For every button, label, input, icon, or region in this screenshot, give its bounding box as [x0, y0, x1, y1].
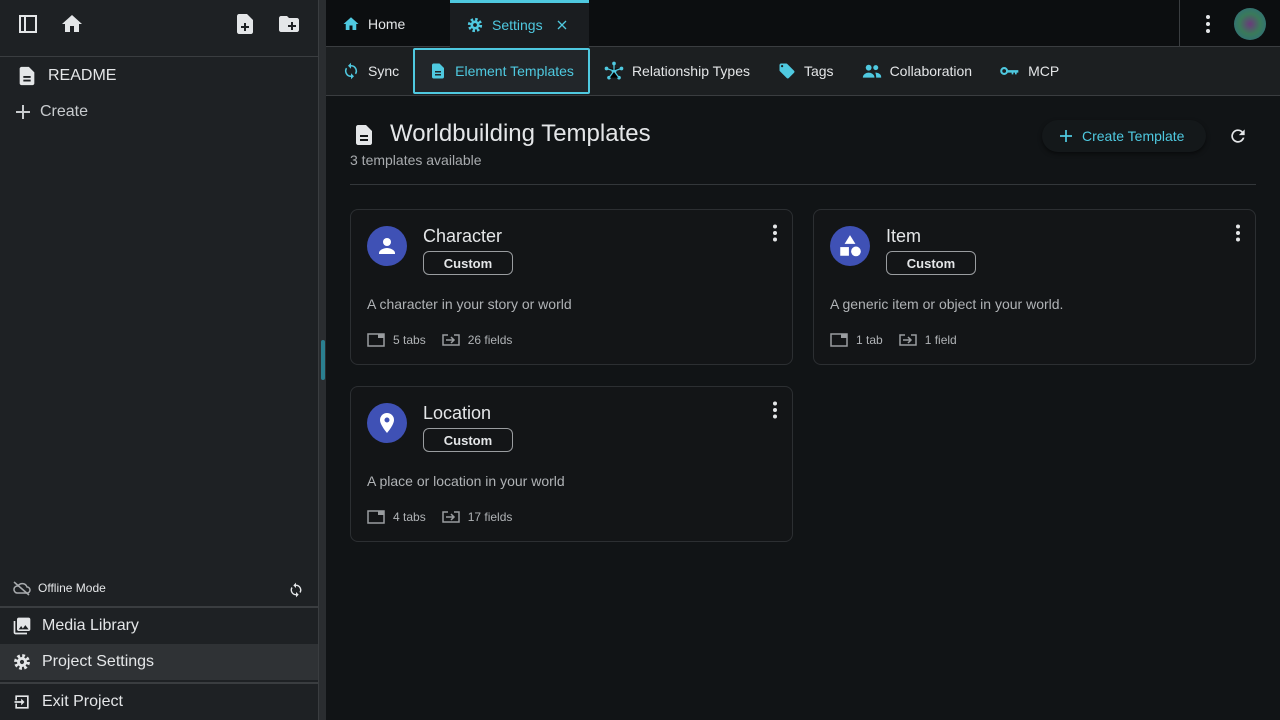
fields-count: 26 fields	[467, 333, 513, 347]
subtab-label: Sync	[368, 63, 400, 79]
subtab-sync[interactable]: Sync	[328, 48, 413, 94]
settings-subtabs: Sync Element Templates Relationship Type…	[326, 47, 1280, 96]
hub-icon	[604, 61, 624, 80]
person-icon	[379, 238, 395, 254]
tab-home[interactable]: Home	[326, 0, 450, 47]
more-vert-icon[interactable]	[1204, 14, 1212, 34]
subtab-label: Tags	[803, 63, 834, 79]
sidebar-exit-project[interactable]: Exit Project	[0, 684, 318, 720]
create-label: Create	[40, 103, 89, 120]
template-card[interactable]: Character Custom A character in your sto…	[350, 209, 793, 365]
gear-icon	[14, 654, 30, 670]
sidebar-media-library[interactable]: Media Library	[0, 608, 318, 644]
tabs-count: 5 tabs	[393, 333, 426, 347]
tab-settings[interactable]: Settings	[450, 0, 589, 47]
subtab-element-templates[interactable]: Element Templates	[413, 48, 590, 94]
key-icon	[1000, 67, 1019, 75]
media-library-label: Media Library	[42, 617, 139, 634]
people-icon	[862, 64, 881, 78]
tag-icon	[779, 63, 795, 79]
subtab-label: Collaboration	[889, 63, 973, 79]
more-vert-icon[interactable]	[772, 401, 778, 419]
custom-chip: Custom	[423, 251, 513, 275]
subtab-label: MCP	[1028, 63, 1060, 79]
project-settings-label: Project Settings	[42, 653, 155, 670]
template-avatar	[830, 226, 870, 266]
new-folder-icon[interactable]	[277, 12, 301, 36]
subtab-mcp[interactable]: MCP	[986, 48, 1073, 94]
tab-icon	[830, 333, 848, 347]
sync-icon	[344, 62, 358, 80]
sidebar-toolbar	[0, 0, 318, 57]
refresh-icon[interactable]	[1228, 126, 1248, 146]
sidebar-project-settings[interactable]: Project Settings	[0, 644, 318, 680]
template-name: Item	[886, 226, 922, 246]
template-description: A generic item or object in your world.	[830, 296, 1064, 312]
custom-chip: Custom	[886, 251, 976, 275]
input-icon	[441, 511, 460, 523]
home-icon[interactable]	[60, 12, 84, 36]
divider	[350, 184, 1256, 185]
template-card[interactable]: Location Custom A place or location in y…	[350, 386, 793, 542]
exit-icon	[14, 695, 29, 709]
location-pin-icon	[380, 413, 394, 433]
cloud-off-icon	[13, 581, 31, 596]
sidebar-item-readme[interactable]: README	[0, 58, 318, 94]
more-vert-icon[interactable]	[1235, 224, 1241, 242]
offline-label: Offline Mode	[38, 581, 106, 595]
template-name: Character	[423, 226, 503, 246]
template-description: A place or location in your world	[367, 473, 565, 489]
input-icon	[441, 334, 460, 346]
tab-bar: Home Settings	[326, 0, 1280, 47]
page-title: Worldbuilding Templates	[390, 120, 651, 147]
tabs-count: 4 tabs	[393, 510, 426, 524]
document-icon	[19, 66, 35, 86]
sidebar: README Create Offline Mode Media Library…	[0, 0, 318, 720]
subtab-collaboration[interactable]: Collaboration	[848, 48, 987, 94]
home-icon	[343, 16, 359, 30]
template-avatar	[367, 403, 407, 443]
gear-icon	[467, 17, 483, 33]
subtab-label: Element Templates	[455, 63, 574, 79]
input-icon	[898, 334, 917, 346]
close-icon[interactable]	[557, 20, 567, 30]
subtab-tags[interactable]: Tags	[764, 48, 848, 94]
create-template-label: Create Template	[1082, 128, 1185, 144]
readme-label: README	[48, 67, 117, 84]
document-icon	[356, 125, 372, 145]
sidebar-create[interactable]: Create	[0, 94, 318, 130]
create-template-button[interactable]: Create Template	[1042, 120, 1207, 152]
exit-project-label: Exit Project	[42, 693, 123, 710]
template-card[interactable]: Item Custom A generic item or object in …	[813, 209, 1256, 365]
plus-icon	[16, 105, 30, 119]
subtab-relationship-types[interactable]: Relationship Types	[590, 48, 764, 94]
avatar[interactable]	[1234, 8, 1266, 40]
toggle-sidebar-icon[interactable]	[16, 12, 40, 36]
document-icon	[432, 63, 445, 79]
shapes-icon	[840, 235, 861, 257]
tabs-count: 1 tab	[856, 333, 883, 347]
tab-icon	[367, 333, 385, 347]
more-vert-icon[interactable]	[772, 224, 778, 242]
photo-library-icon	[13, 617, 31, 635]
tab-label: Home	[368, 15, 406, 32]
templates-count: 3 templates available	[350, 152, 482, 168]
sync-icon[interactable]	[288, 582, 304, 598]
plus-icon	[1060, 130, 1072, 142]
fields-count: 17 fields	[467, 510, 513, 524]
new-document-icon[interactable]	[233, 12, 257, 36]
custom-chip: Custom	[423, 428, 513, 452]
sidebar-resize-handle[interactable]	[318, 0, 326, 720]
fields-count: 1 field	[924, 333, 957, 347]
offline-status: Offline Mode	[0, 570, 318, 608]
subtab-label: Relationship Types	[631, 63, 750, 79]
template-avatar	[367, 226, 407, 266]
divider	[0, 680, 318, 684]
template-description: A character in your story or world	[367, 296, 572, 312]
template-name: Location	[423, 403, 492, 423]
tab-icon	[367, 510, 385, 524]
tab-label: Settings	[492, 17, 543, 33]
